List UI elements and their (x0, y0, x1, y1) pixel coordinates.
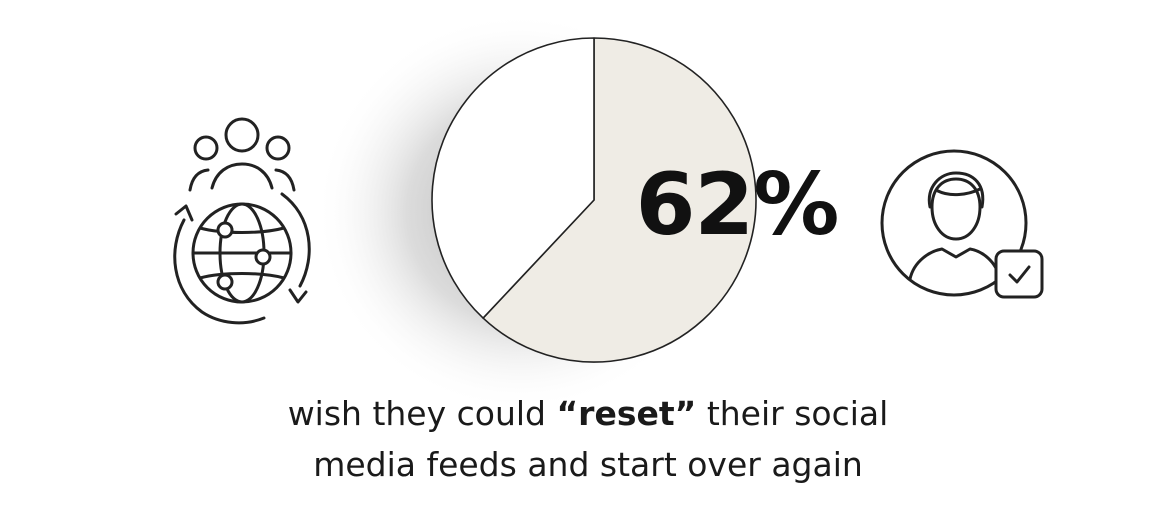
caption-line-2: media feeds and start over again (313, 445, 863, 484)
pie-data-label: 62% (635, 155, 840, 255)
user-verified-icon (880, 149, 1044, 299)
caption-post: their social (696, 394, 889, 433)
global-community-refresh-icon (173, 117, 311, 325)
caption-pre: wish they could (287, 394, 557, 433)
pie-slice-1 (431, 37, 595, 319)
pie-slice-0 (482, 37, 757, 363)
caption-line-1: wish they could “reset” their social (188, 388, 988, 439)
caption-bold: “reset” (556, 394, 697, 433)
caption: wish they could “reset” their social med… (188, 388, 988, 490)
